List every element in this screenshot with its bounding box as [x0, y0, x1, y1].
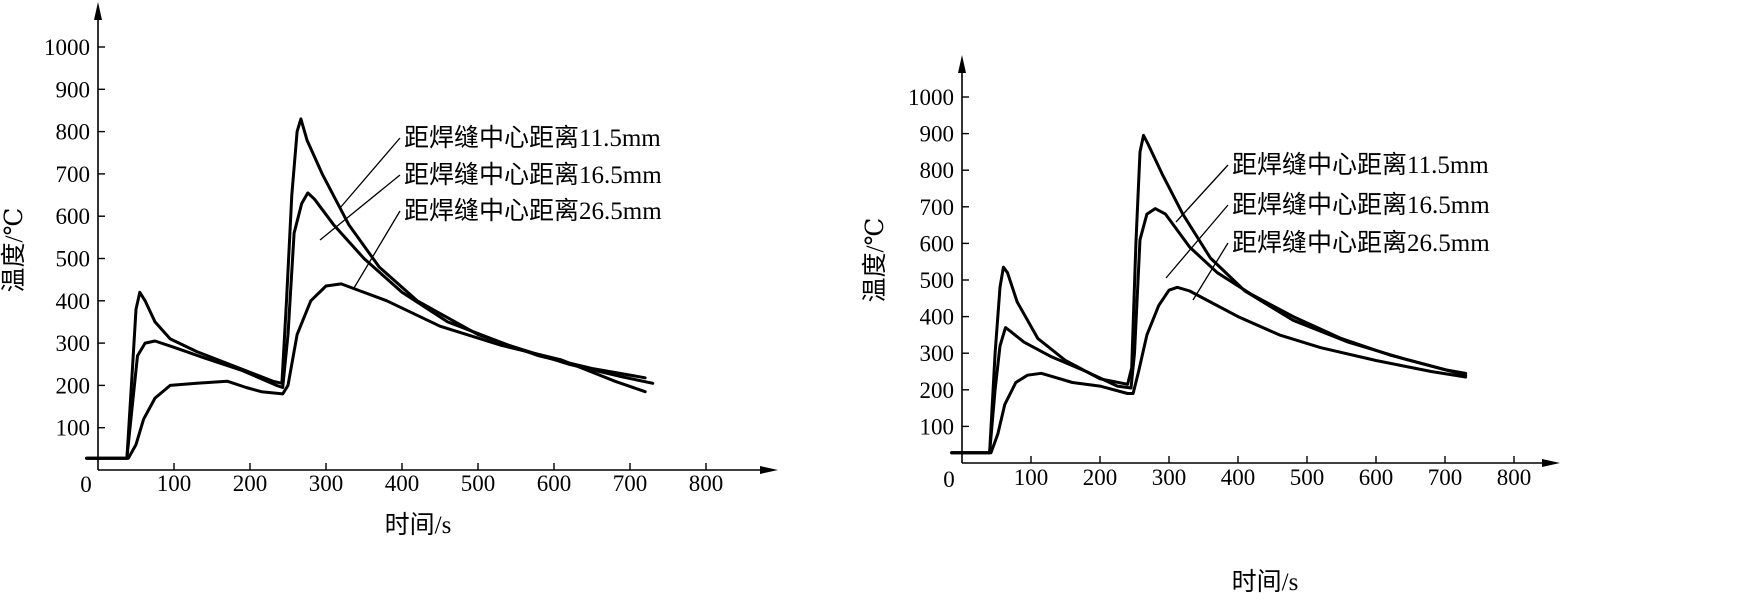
y-tick-label: 400	[56, 289, 91, 314]
y-tick-label: 700	[56, 162, 91, 187]
legend-label-2: 距焊缝中心距离16.5mm	[404, 161, 662, 189]
chart-panel-1: 0 100 200 300 400 500 600 700 800 100 200 300 400 500…	[0, 2, 778, 539]
legend-leader-line	[1165, 204, 1229, 279]
x-tick-label: 200	[233, 471, 268, 496]
x-axis-title: 时间/s	[1232, 568, 1299, 596]
legend-label-3: 距焊缝中心距离26.5mm	[404, 197, 662, 225]
legend-label-2: 距焊缝中心距离16.5mm	[1232, 191, 1490, 219]
x-tick-label: 500	[461, 471, 496, 496]
series-line-1	[950, 133, 1468, 455]
legend-leader-line	[353, 210, 401, 289]
y-tick-label: 300	[920, 341, 955, 366]
x-axis-arrow	[760, 466, 778, 474]
y-tick-label: 500	[920, 268, 955, 293]
x-tick-label: 400	[1221, 465, 1256, 490]
y-tick-label: 100	[920, 414, 955, 439]
y-tick-label: 500	[56, 247, 91, 272]
y-tick-label: 600	[56, 204, 91, 229]
x-tick-label: 400	[385, 471, 420, 496]
series-line-3	[85, 282, 647, 460]
legend-leader-line	[339, 137, 401, 209]
x-tick-label: 300	[1152, 465, 1187, 490]
x-tick-label: 700	[1428, 465, 1463, 490]
x-axis-title: 时间/s	[385, 511, 452, 539]
y-tick-label: 100	[56, 416, 91, 441]
x-tick-label: 800	[689, 471, 724, 496]
y-axis-arrow	[94, 2, 102, 20]
legend-leader-line	[319, 174, 401, 241]
y-tick-label: 800	[920, 158, 955, 183]
y-axis-arrow	[958, 55, 966, 73]
x-tick-label: 100	[1014, 465, 1049, 490]
y-tick-label: 1000	[44, 35, 90, 60]
y-tick-label: 300	[56, 331, 91, 356]
x-tick-label: 600	[1359, 465, 1394, 490]
x-tick-label: 700	[613, 471, 648, 496]
legend-label-3: 距焊缝中心距离26.5mm	[1232, 229, 1490, 257]
x-tick-label: 600	[537, 471, 572, 496]
legend-leader-line	[1175, 164, 1229, 223]
x-tick-label: 200	[1083, 465, 1118, 490]
series-line-2	[950, 207, 1468, 455]
y-tick-label: 400	[920, 305, 955, 330]
y-tick-label: 200	[56, 373, 91, 398]
origin-label: 0	[80, 472, 92, 497]
y-tick-label: 800	[56, 120, 91, 145]
x-tick-label: 800	[1497, 465, 1532, 490]
series-line-2	[85, 191, 655, 460]
origin-label: 0	[943, 467, 955, 492]
y-tick-label: 700	[920, 195, 955, 220]
series-line-3	[950, 285, 1468, 455]
legend-label-1: 距焊缝中心距离11.5mm	[1232, 151, 1489, 179]
y-tick-label: 900	[56, 77, 91, 102]
x-axis-arrow	[1542, 459, 1560, 467]
y-tick-label: 1000	[908, 85, 954, 110]
y-axis-title: 温度/℃	[861, 218, 889, 303]
x-tick-label: 100	[157, 471, 192, 496]
x-tick-label: 500	[1290, 465, 1325, 490]
y-tick-label: 600	[920, 231, 955, 256]
y-axis-title: 温度/℃	[0, 208, 28, 293]
x-tick-label: 300	[309, 471, 344, 496]
legend-label-1: 距焊缝中心距离11.5mm	[404, 124, 661, 152]
chart-panel-2: 0 100 200 300 400 500 600 700 800 100 200 300 400 500…	[861, 55, 1560, 596]
y-tick-label: 200	[920, 378, 955, 403]
legend-leader-line	[1192, 242, 1229, 301]
y-tick-label: 900	[920, 122, 955, 147]
